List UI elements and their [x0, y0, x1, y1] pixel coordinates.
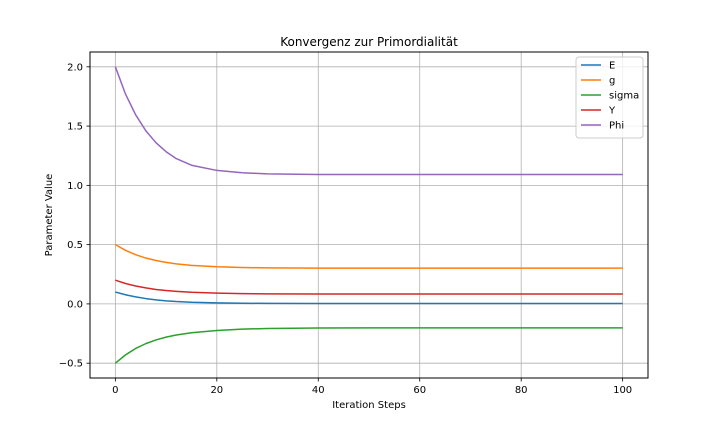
series-line-y [115, 279, 623, 295]
x-tick-label: 40 [312, 385, 325, 396]
series-line-sigma [114, 327, 623, 364]
legend-label: E [609, 61, 615, 72]
legend-label: Phi [609, 121, 624, 132]
axis-ticks: 0 20 40 60 80 100 −0.5 0.0 0.5 1.0 1.5 2.0 [59, 62, 632, 396]
x-tick-label: 100 [613, 385, 632, 396]
y-tick-label: 0.0 [67, 299, 83, 310]
series-line-g [114, 243, 623, 269]
legend: Eg sigma Y Phi [575, 56, 644, 139]
series-line-phi [114, 66, 623, 176]
x-tick-label: 60 [413, 385, 426, 396]
y-tick-label: 0.5 [67, 240, 83, 251]
chart-title: Konvergenz zur Primordialität [280, 35, 458, 49]
plot-frame [89, 51, 649, 379]
y-axis-label: Parameter Value [44, 174, 55, 257]
y-tick-label: 1.5 [67, 122, 83, 133]
x-tick-label: 0 [112, 385, 118, 396]
y-tick-label: 1.0 [67, 181, 83, 192]
x-tick-label: 20 [210, 385, 223, 396]
series-lines [114, 66, 623, 364]
grid-lines [90, 52, 648, 378]
legend-label: g [609, 76, 615, 87]
x-tick-label: 80 [515, 385, 528, 396]
legend-label: Y [608, 106, 616, 117]
legend-box [575, 56, 644, 139]
legend-label: sigma [609, 91, 639, 102]
series-line-e [115, 291, 623, 305]
y-tick-label: −0.5 [59, 359, 83, 370]
x-axis-label: Iteration Steps [332, 400, 406, 411]
y-tick-label: 2.0 [67, 62, 83, 73]
